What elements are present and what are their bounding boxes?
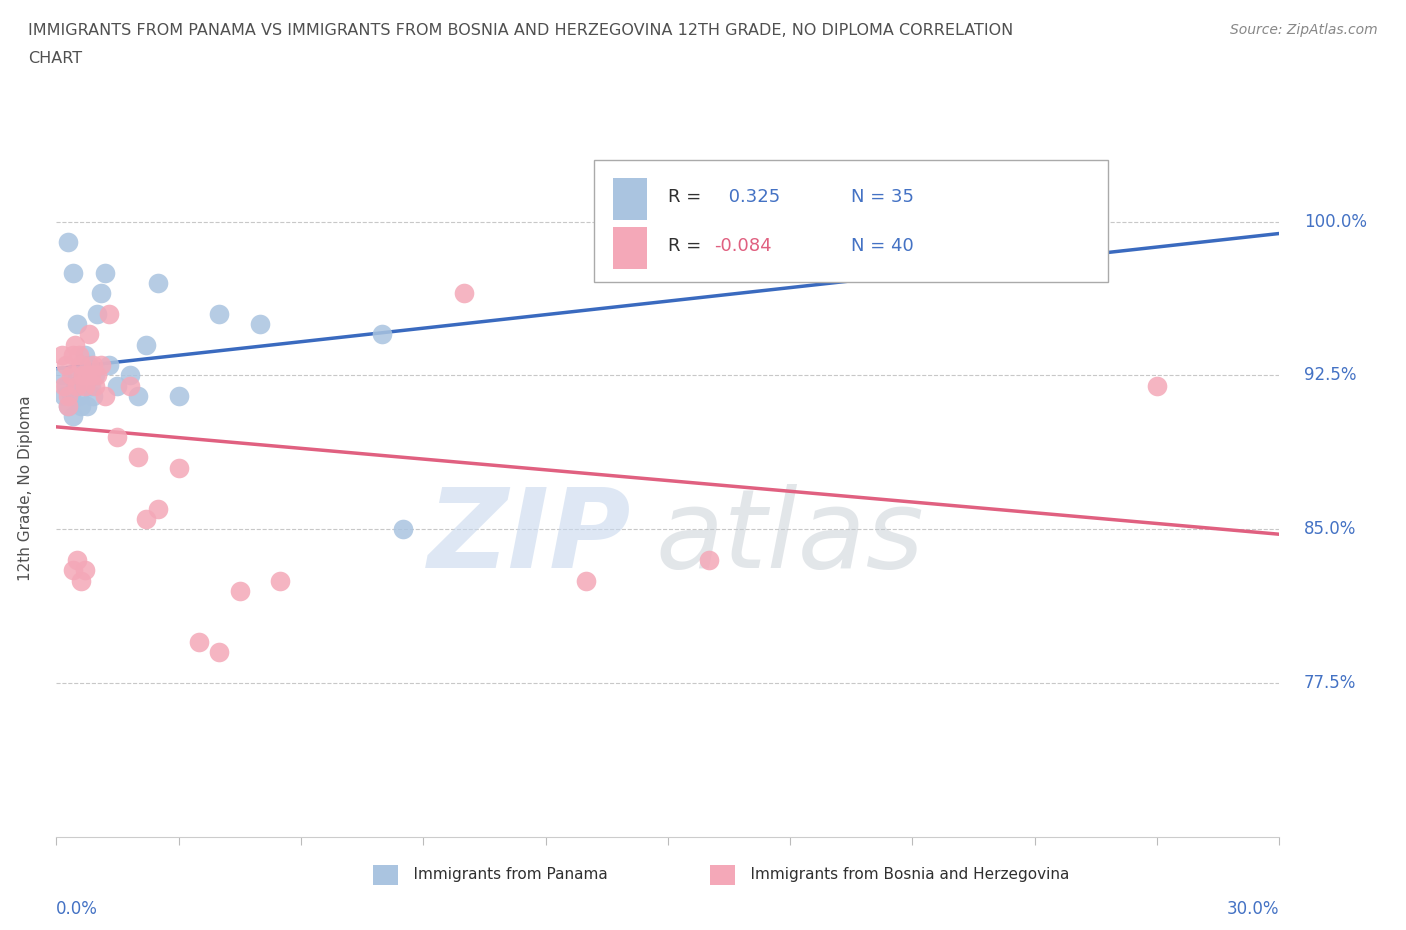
Text: atlas: atlas <box>655 484 924 591</box>
Point <box>94 389 117 404</box>
Point <box>72 368 94 383</box>
Point <box>53 379 76 393</box>
Text: -0.084: -0.084 <box>714 237 772 255</box>
FancyBboxPatch shape <box>613 178 647 219</box>
Point <box>53 389 76 404</box>
Text: 85.0%: 85.0% <box>1303 520 1357 538</box>
Point <box>62 348 84 363</box>
Point <box>228 583 252 598</box>
Point <box>62 409 84 424</box>
Point <box>270 573 292 588</box>
Text: 0.0%: 0.0% <box>56 900 98 918</box>
Point <box>90 358 112 373</box>
Text: Source: ZipAtlas.com: Source: ZipAtlas.com <box>1230 23 1378 37</box>
Point <box>58 389 80 404</box>
Point <box>67 348 90 363</box>
Point <box>69 358 91 373</box>
Text: Immigrants from Bosnia and Herzegovina: Immigrants from Bosnia and Herzegovina <box>731 867 1070 882</box>
Point <box>148 501 170 516</box>
Point <box>66 317 87 332</box>
Point <box>107 430 129 445</box>
Text: 0.325: 0.325 <box>723 189 780 206</box>
Point <box>135 512 157 526</box>
Point <box>84 379 107 393</box>
Point <box>208 306 231 321</box>
Point <box>188 634 211 649</box>
Text: 100.0%: 100.0% <box>1303 213 1367 231</box>
Point <box>82 358 104 373</box>
Point <box>59 368 82 383</box>
Text: 12th Grade, No Diploma: 12th Grade, No Diploma <box>18 395 34 581</box>
Point <box>860 204 883 219</box>
Text: R =: R = <box>668 189 707 206</box>
Text: Immigrants from Panama: Immigrants from Panama <box>394 867 607 882</box>
Point <box>167 389 190 404</box>
FancyBboxPatch shape <box>595 161 1108 283</box>
Point <box>69 573 91 588</box>
Point <box>77 358 100 373</box>
Point <box>51 368 73 383</box>
Point <box>249 317 271 332</box>
Point <box>58 234 80 249</box>
Point <box>98 306 121 321</box>
Point <box>62 265 84 280</box>
Point <box>80 368 103 383</box>
Point <box>66 368 87 383</box>
Point <box>575 573 598 588</box>
Point <box>62 563 84 578</box>
Point <box>697 552 720 567</box>
Point <box>66 379 87 393</box>
Point <box>127 450 149 465</box>
Point <box>59 389 82 404</box>
Point <box>73 348 96 363</box>
Point <box>148 275 170 290</box>
Point <box>51 348 73 363</box>
Point <box>127 389 149 404</box>
Point <box>69 399 91 414</box>
Text: ZIP: ZIP <box>427 484 631 591</box>
Point <box>94 265 117 280</box>
Point <box>77 327 100 342</box>
Point <box>58 399 80 414</box>
Point <box>63 379 86 393</box>
Point <box>67 389 90 404</box>
Point <box>58 399 80 414</box>
Point <box>76 368 98 383</box>
Point <box>76 399 98 414</box>
Text: R =: R = <box>668 237 707 255</box>
Point <box>371 327 394 342</box>
Point <box>391 522 415 537</box>
Point <box>118 379 141 393</box>
Point <box>135 338 157 352</box>
Point <box>98 358 121 373</box>
Text: IMMIGRANTS FROM PANAMA VS IMMIGRANTS FROM BOSNIA AND HERZEGOVINA 12TH GRADE, NO : IMMIGRANTS FROM PANAMA VS IMMIGRANTS FRO… <box>28 23 1014 38</box>
Point <box>72 368 94 383</box>
Point <box>90 286 112 300</box>
Point <box>63 338 86 352</box>
Point <box>66 552 87 567</box>
Text: 77.5%: 77.5% <box>1303 674 1357 692</box>
Text: CHART: CHART <box>28 51 82 66</box>
Point <box>73 563 96 578</box>
Text: 30.0%: 30.0% <box>1227 900 1279 918</box>
Point <box>86 368 108 383</box>
Point <box>1146 379 1168 393</box>
Text: N = 40: N = 40 <box>852 237 914 255</box>
Point <box>86 306 108 321</box>
Point <box>80 379 103 393</box>
Point <box>55 358 77 373</box>
Point <box>82 389 104 404</box>
FancyBboxPatch shape <box>613 227 647 269</box>
Point <box>453 286 475 300</box>
Point <box>118 368 141 383</box>
Point <box>167 460 190 475</box>
Point <box>55 379 77 393</box>
Point <box>84 368 107 383</box>
Text: 92.5%: 92.5% <box>1303 366 1357 384</box>
Point <box>73 379 96 393</box>
Point <box>208 644 231 659</box>
Text: N = 35: N = 35 <box>852 189 914 206</box>
Point <box>107 379 129 393</box>
